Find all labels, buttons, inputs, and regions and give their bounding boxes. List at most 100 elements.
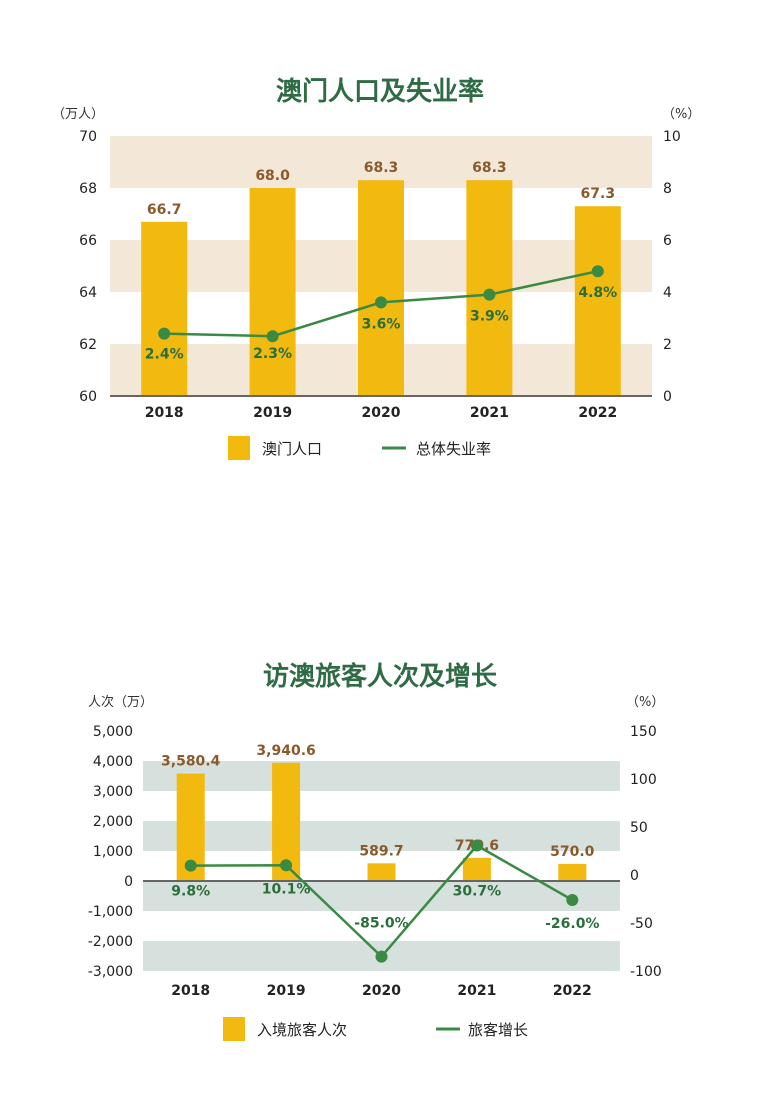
left-axis-tick: 62 <box>79 337 97 353</box>
line-point <box>184 859 197 872</box>
legend-label-growth: 旅客增长 <box>468 1021 528 1039</box>
chart1-right-unit: （%） <box>662 107 700 122</box>
chart2-line-labels: 9.8% 10.1% -85.0% 30.7% -26.0% <box>171 881 599 932</box>
right-axis-tick: -50 <box>630 916 653 932</box>
line-data-label: 2.3% <box>253 346 292 362</box>
left-axis-tick: -3,000 <box>88 964 133 980</box>
line-point <box>591 265 604 278</box>
bar <box>367 863 396 881</box>
visitor-arrivals-chart: 访澳旅客人次及增长 人次（万） （%） -3,000 -2,000 -1,000 0 1… <box>88 661 664 1041</box>
chart1-title: 澳门人口及失业率 <box>276 76 484 107</box>
bar-data-label: 68.0 <box>255 168 290 184</box>
chart1-bars <box>141 180 621 396</box>
line-point <box>470 839 483 852</box>
chart1-categories: 2018 2019 2020 2021 2022 <box>145 405 618 421</box>
line-data-label: 3.9% <box>470 309 509 325</box>
category-label: 2022 <box>553 983 592 999</box>
left-axis-tick: 68 <box>79 181 97 197</box>
grid-band <box>143 821 620 851</box>
left-axis-tick: 66 <box>79 233 97 249</box>
chart2-line <box>184 839 579 963</box>
left-axis-tick: 3,000 <box>93 784 133 800</box>
chart2-right-unit: （%） <box>626 695 664 710</box>
line-point <box>280 859 293 872</box>
line-point <box>483 288 496 301</box>
chart1-bar-labels: 66.7 68.0 68.3 68.3 67.3 <box>147 160 615 218</box>
line-point <box>375 296 387 309</box>
line-data-label: 2.4% <box>145 347 184 363</box>
right-axis-tick: 50 <box>630 820 648 836</box>
right-axis-tick: 2 <box>663 337 672 353</box>
chart1-left-unit: （万人） <box>52 107 104 122</box>
line-data-label: 4.8% <box>578 285 617 301</box>
line-data-label: -26.0% <box>545 916 599 932</box>
bar <box>466 180 513 396</box>
bar <box>462 857 491 881</box>
right-axis-tick: 6 <box>663 233 672 249</box>
category-label: 2019 <box>253 405 292 421</box>
left-axis-tick: 64 <box>79 285 97 301</box>
left-axis-tick: -2,000 <box>88 934 133 950</box>
legend-label-population: 澳门人口 <box>262 440 322 458</box>
right-axis-tick: 4 <box>663 285 672 301</box>
bar-data-label: 67.3 <box>581 186 616 202</box>
line-point <box>566 893 579 906</box>
bar <box>358 180 404 396</box>
legend-label-unemployment: 总体失业率 <box>416 440 491 458</box>
legend-swatch-population <box>228 436 250 460</box>
legend-label-arrivals: 入境旅客人次 <box>257 1021 347 1039</box>
chart2-right-ticks: -100 -50 0 50 100 150 <box>630 724 662 980</box>
chart2-left-unit: 人次（万） <box>88 694 153 710</box>
line-point <box>375 950 388 963</box>
bar-data-label: 3,580.4 <box>161 754 221 770</box>
left-axis-tick: 4,000 <box>93 754 133 770</box>
category-label: 2021 <box>457 983 496 999</box>
chart2-categories: 2018 2019 2020 2021 2022 <box>171 983 592 999</box>
category-label: 2018 <box>145 405 184 421</box>
right-axis-tick: 100 <box>630 772 657 788</box>
chart1-right-ticks: 0 2 4 6 8 10 <box>663 129 681 405</box>
bar-data-label: 589.7 <box>359 843 403 859</box>
left-axis-tick: 60 <box>79 389 97 405</box>
bar-data-label: 68.3 <box>472 160 507 176</box>
category-label: 2021 <box>470 405 509 421</box>
right-axis-tick: 0 <box>630 868 639 884</box>
chart1-line <box>158 265 604 343</box>
left-axis-tick: -1,000 <box>88 904 133 920</box>
bar <box>574 206 621 396</box>
right-axis-tick: 8 <box>663 181 672 197</box>
left-axis-tick: 2,000 <box>93 814 133 830</box>
category-label: 2020 <box>362 983 401 999</box>
left-axis-tick: 1,000 <box>93 844 133 860</box>
bar-data-label: 68.3 <box>364 160 399 176</box>
chart2-title: 访澳旅客人次及增长 <box>263 661 498 692</box>
line-data-label: 9.8% <box>171 884 210 900</box>
chart2-bands <box>143 761 620 971</box>
bar-data-label: 66.7 <box>147 202 182 218</box>
right-axis-tick: 150 <box>630 724 657 740</box>
category-label: 2022 <box>578 405 617 421</box>
line-data-label: -85.0% <box>354 916 408 932</box>
left-axis-tick: 5,000 <box>93 724 133 740</box>
right-axis-tick: -100 <box>630 964 662 980</box>
grid-band <box>110 136 652 188</box>
line-data-label: 10.1% <box>262 881 311 897</box>
line-point <box>158 327 171 340</box>
grid-band <box>143 881 620 911</box>
category-label: 2020 <box>362 405 401 421</box>
bar <box>141 221 188 396</box>
grid-band <box>143 761 620 791</box>
line-data-label: 30.7% <box>453 884 502 900</box>
bar <box>558 863 587 881</box>
category-label: 2018 <box>171 983 210 999</box>
bar-data-label: 3,940.6 <box>256 743 315 759</box>
chart1-line-labels: 2.4% 2.3% 3.6% 3.9% 4.8% <box>145 285 617 362</box>
bar <box>249 188 296 396</box>
line-data-label: 3.6% <box>362 316 401 332</box>
category-label: 2019 <box>267 983 306 999</box>
chart1-left-ticks: 60 62 64 66 68 70 <box>79 129 97 405</box>
chart2-left-ticks: -3,000 -2,000 -1,000 0 1,000 2,000 3,000 4,000 5… <box>88 724 133 980</box>
left-axis-tick: 0 <box>124 874 133 890</box>
